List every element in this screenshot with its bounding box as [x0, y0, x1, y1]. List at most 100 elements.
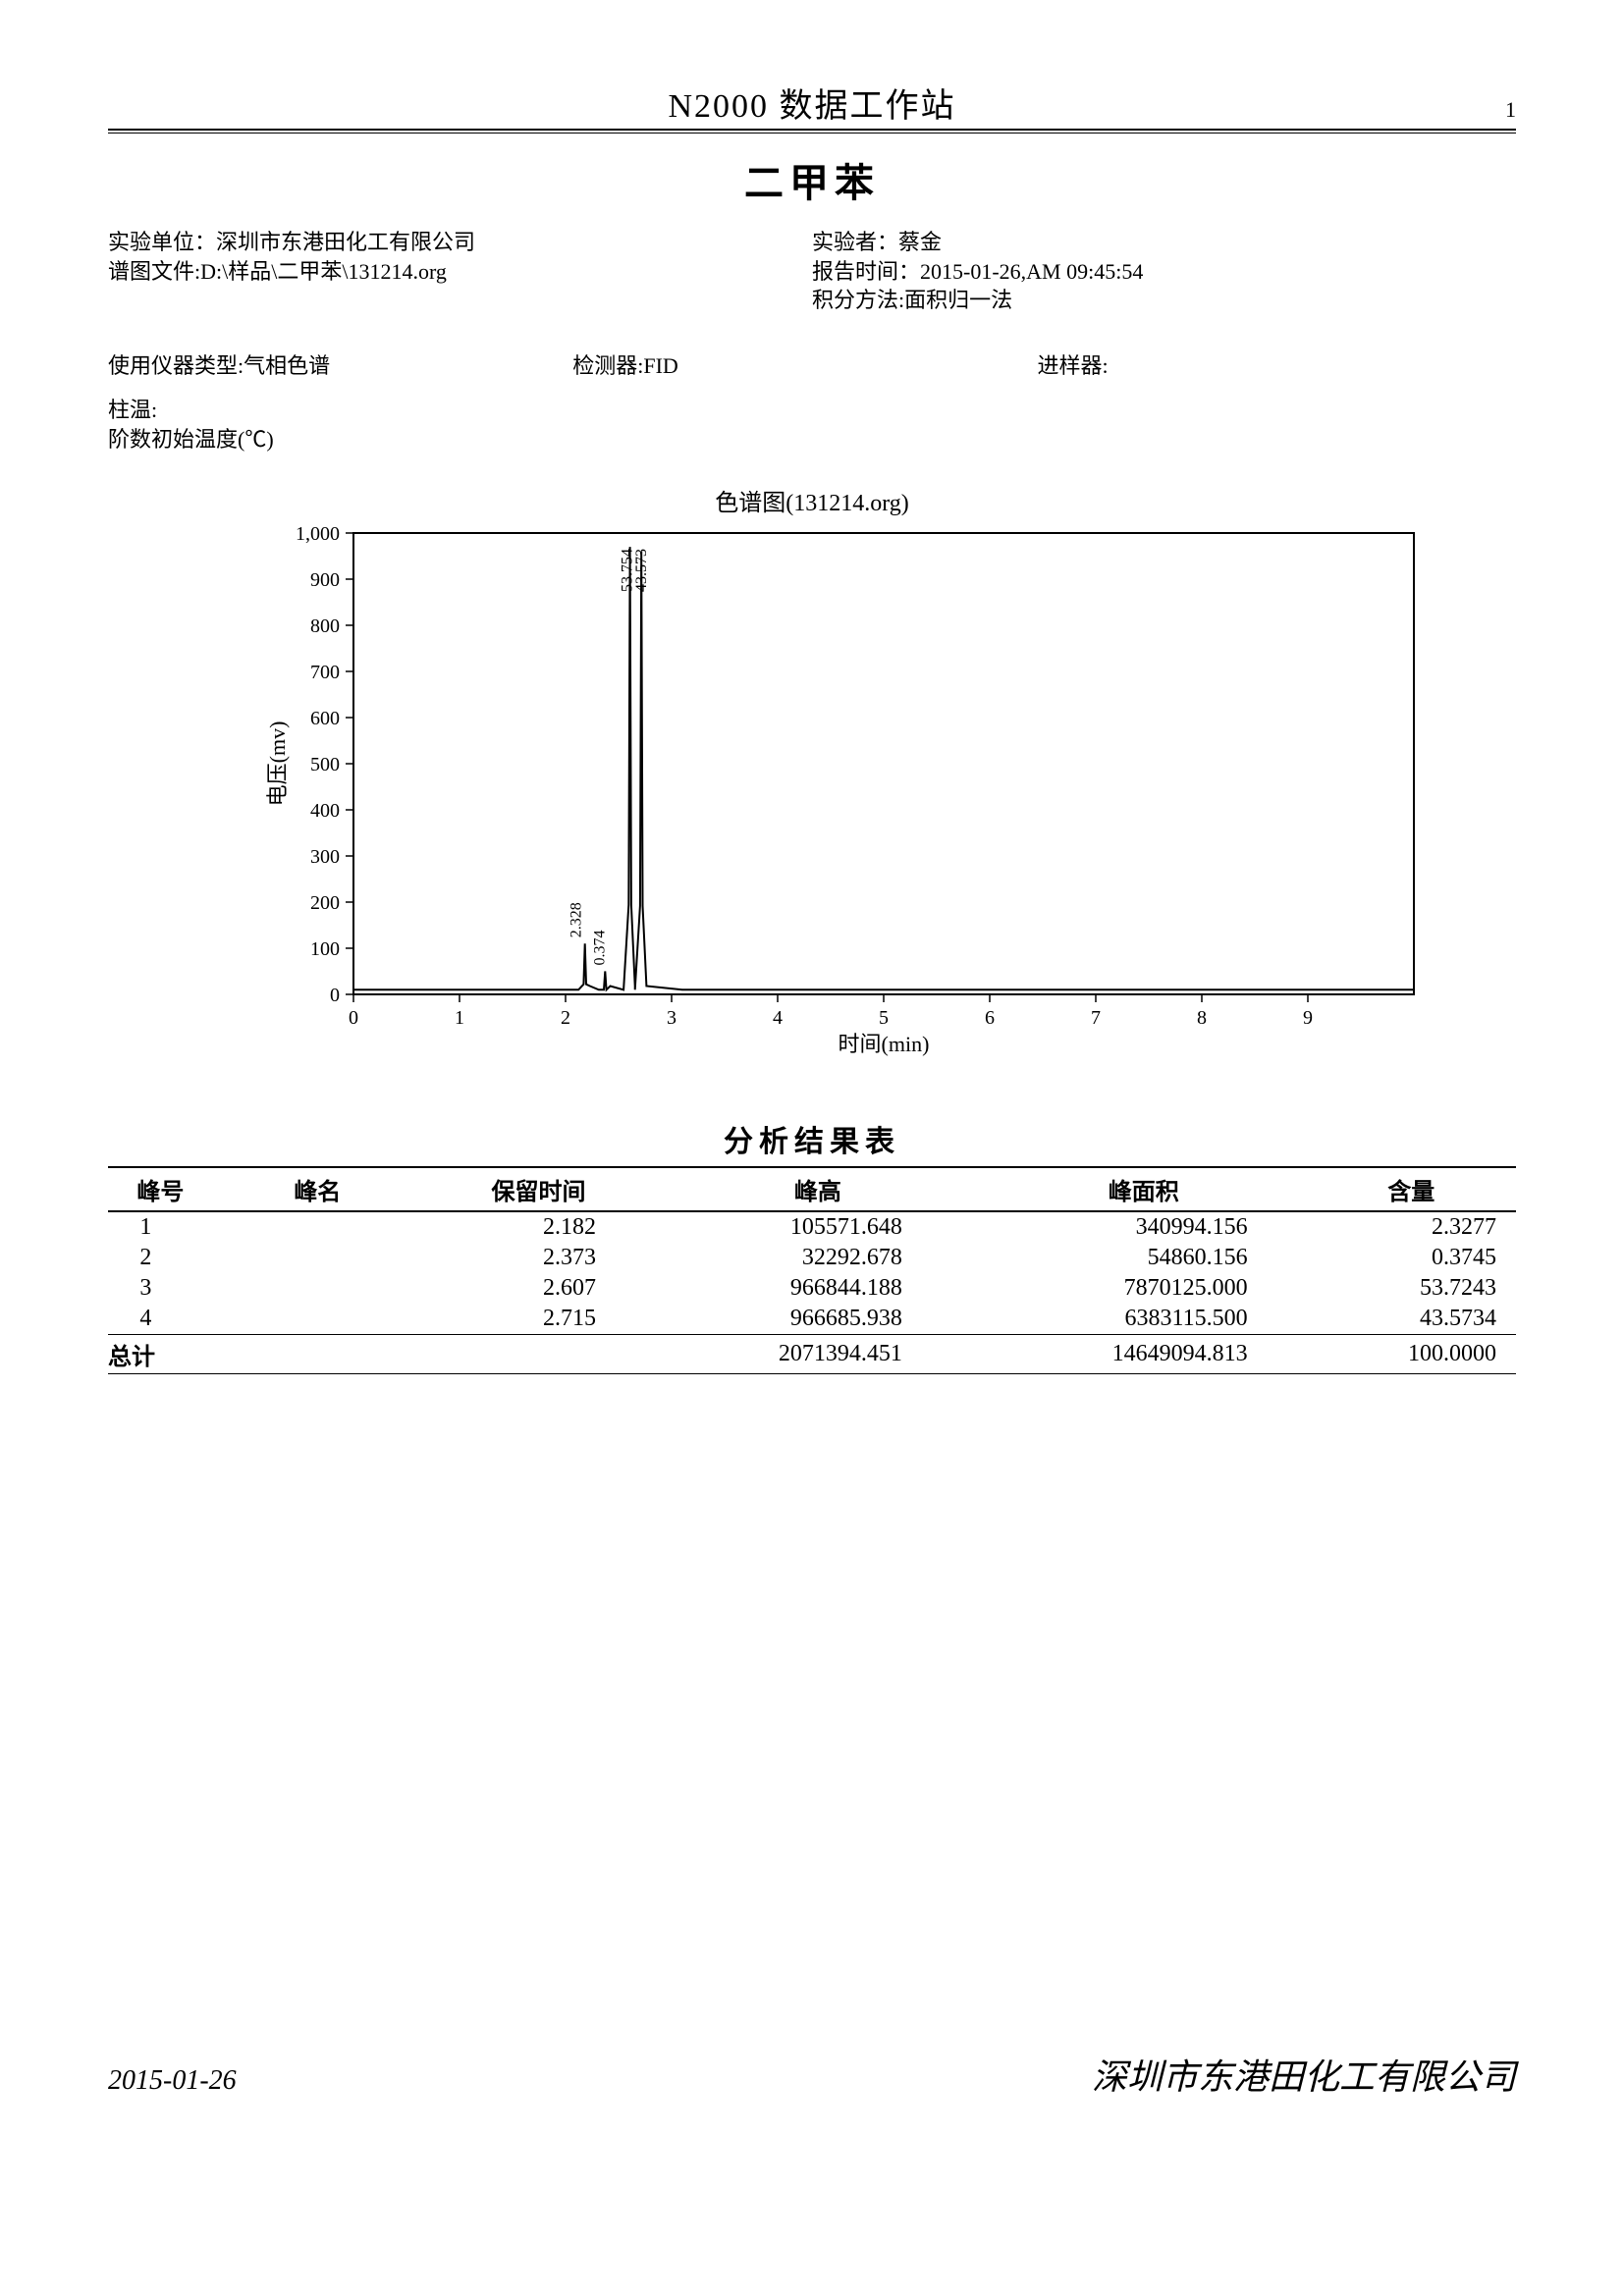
svg-text:电压(mv): 电压(mv)	[265, 721, 290, 807]
meta-block-3: 柱温: 阶数初始温度(℃)	[108, 396, 1516, 454]
svg-text:0: 0	[349, 1007, 358, 1029]
meta-value: 面积归一法	[904, 288, 1012, 312]
meta-value: FID	[643, 353, 677, 378]
svg-text:0: 0	[330, 985, 340, 1006]
table-cell: 0.3745	[1307, 1243, 1516, 1273]
table-cell: 2.373	[422, 1243, 655, 1273]
meta-label: 使用仪器类型:	[108, 353, 244, 378]
table-cell: 4	[108, 1304, 213, 1335]
meta-label: 谱图文件:	[108, 259, 200, 284]
meta-block-1: 实验单位：深圳市东港田化工有限公司 谱图文件:D:\样品\二甲苯\131214.…	[108, 228, 1516, 315]
table-row: 2 2.37332292.67854860.1560.3745	[108, 1243, 1516, 1273]
th-peak-name: 峰名	[213, 1167, 422, 1211]
table-cell: 14649094.813	[981, 1335, 1307, 1374]
svg-text:7: 7	[1091, 1007, 1101, 1029]
page-footer: 2015-01-26 深圳市东港田化工有限公司	[108, 2049, 1516, 2100]
svg-text:2: 2	[561, 1007, 570, 1029]
table-cell: 966685.938	[655, 1304, 981, 1335]
svg-text:8: 8	[1197, 1007, 1207, 1029]
svg-text:6: 6	[985, 1007, 995, 1029]
meta-label: 实验者：	[812, 230, 898, 254]
table-cell	[213, 1211, 422, 1243]
table-cell: 2.182	[422, 1211, 655, 1243]
th-peak-area: 峰面积	[981, 1167, 1307, 1211]
table-cell	[422, 1335, 655, 1374]
chromatogram-chart: 01002003004005006007008009001,0000123456…	[255, 523, 1516, 1097]
meta-report-time: 报告时间：2015-01-26,AM 09:45:54	[812, 257, 1516, 287]
table-cell: 7870125.000	[981, 1273, 1307, 1304]
table-cell: 2	[108, 1243, 213, 1273]
meta-injector: 进样器:	[1037, 348, 1501, 380]
svg-text:700: 700	[310, 662, 340, 683]
table-cell: 1	[108, 1211, 213, 1243]
svg-text:1,000: 1,000	[296, 523, 340, 545]
svg-text:200: 200	[310, 892, 340, 914]
table-cell: 2.3277	[1307, 1211, 1516, 1243]
chart-svg: 01002003004005006007008009001,0000123456…	[255, 523, 1492, 1093]
table-cell	[213, 1273, 422, 1304]
meta-integ-method: 积分方法:面积归一法	[812, 286, 1516, 315]
report-page: N2000 数据工作站 1 二甲苯 实验单位：深圳市东港田化工有限公司 谱图文件…	[0, 0, 1624, 1374]
table-cell	[213, 1335, 422, 1374]
meta-block-2: 使用仪器类型:气相色谱 检测器:FID 进样器:	[108, 348, 1516, 380]
results-title: 分析结果表	[108, 1117, 1516, 1160]
table-cell: 340994.156	[981, 1211, 1307, 1243]
table-cell: 3	[108, 1273, 213, 1304]
app-title: N2000 数据工作站	[108, 79, 1516, 127]
svg-text:0.374: 0.374	[591, 931, 608, 966]
header-bar: N2000 数据工作站 1	[108, 79, 1516, 131]
chromatogram-section: 色谱图(131214.org) 010020030040050060070080…	[108, 483, 1516, 1097]
meta-value: 2015-01-26,AM 09:45:54	[920, 259, 1143, 284]
table-cell: 总计	[108, 1335, 213, 1374]
svg-text:100: 100	[310, 938, 340, 960]
table-cell	[213, 1243, 422, 1273]
table-cell: 966844.188	[655, 1273, 981, 1304]
meta-detector: 检测器:FID	[572, 348, 1037, 380]
meta-lab-unit: 实验单位：深圳市东港田化工有限公司	[108, 228, 812, 257]
meta-column-temp: 柱温:	[108, 396, 1516, 425]
meta-label: 报告时间：	[812, 259, 920, 284]
meta-value: 气相色谱	[244, 353, 330, 378]
svg-text:1: 1	[455, 1007, 464, 1029]
meta-stage-init-temp: 阶数初始温度(℃)	[108, 425, 1516, 454]
svg-text:400: 400	[310, 800, 340, 822]
svg-text:800: 800	[310, 615, 340, 637]
meta-value: 蔡金	[898, 230, 942, 254]
table-cell: 6383115.500	[981, 1304, 1307, 1335]
sample-title: 二甲苯	[108, 151, 1516, 208]
table-row: 1 2.182105571.648340994.1562.3277	[108, 1211, 1516, 1243]
meta-chrom-file: 谱图文件:D:\样品\二甲苯\131214.org	[108, 257, 812, 287]
svg-text:3: 3	[667, 1007, 677, 1029]
meta-label: 进样器:	[1037, 353, 1108, 378]
table-cell: 105571.648	[655, 1211, 981, 1243]
svg-text:时间(min): 时间(min)	[839, 1032, 930, 1056]
table-cell: 32292.678	[655, 1243, 981, 1273]
table-cell: 2071394.451	[655, 1335, 981, 1374]
table-cell	[213, 1304, 422, 1335]
table-header-row: 峰号 峰名 保留时间 峰高 峰面积 含量	[108, 1167, 1516, 1211]
table-cell: 2.607	[422, 1273, 655, 1304]
meta-label: 实验单位：	[108, 230, 216, 254]
svg-text:500: 500	[310, 754, 340, 775]
table-cell: 53.7243	[1307, 1273, 1516, 1304]
meta-value: 深圳市东港田化工有限公司	[216, 230, 475, 254]
th-peak-no: 峰号	[108, 1167, 213, 1211]
table-cell: 2.715	[422, 1304, 655, 1335]
th-peak-height: 峰高	[655, 1167, 981, 1211]
svg-text:43.573: 43.573	[633, 549, 650, 592]
footer-date: 2015-01-26	[108, 2065, 237, 2097]
meta-value: D:\样品\二甲苯\131214.org	[200, 259, 447, 284]
meta-instrument: 使用仪器类型:气相色谱	[108, 348, 572, 380]
results-table: 峰号 峰名 保留时间 峰高 峰面积 含量 12.182105571.648340…	[108, 1166, 1516, 1374]
meta-experimenter: 实验者：蔡金	[812, 228, 1516, 257]
table-row: 4 2.715966685.9386383115.50043.5734	[108, 1304, 1516, 1335]
header-separator	[108, 132, 1516, 133]
table-cell: 43.5734	[1307, 1304, 1516, 1335]
svg-text:2.328: 2.328	[568, 903, 585, 938]
chart-title: 色谱图(131214.org)	[108, 483, 1516, 517]
table-cell: 54860.156	[981, 1243, 1307, 1273]
svg-text:300: 300	[310, 846, 340, 868]
meta-label: 积分方法:	[812, 288, 904, 312]
svg-text:600: 600	[310, 708, 340, 729]
table-cell: 100.0000	[1307, 1335, 1516, 1374]
